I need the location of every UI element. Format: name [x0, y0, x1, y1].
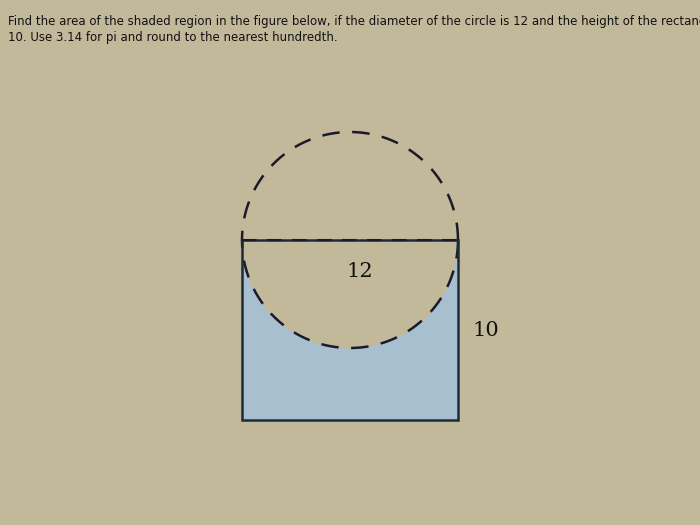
Bar [242, 240, 458, 420]
Polygon shape [242, 240, 458, 348]
Text: Find the area of the shaded region in the figure below, if the diameter of the c: Find the area of the shaded region in th… [8, 15, 700, 28]
Text: 10. Use 3.14 for pi and round to the nearest hundredth.: 10. Use 3.14 for pi and round to the nea… [8, 31, 337, 44]
Text: 10: 10 [472, 320, 498, 340]
Text: 12: 12 [346, 262, 373, 281]
Bar [242, 240, 458, 420]
